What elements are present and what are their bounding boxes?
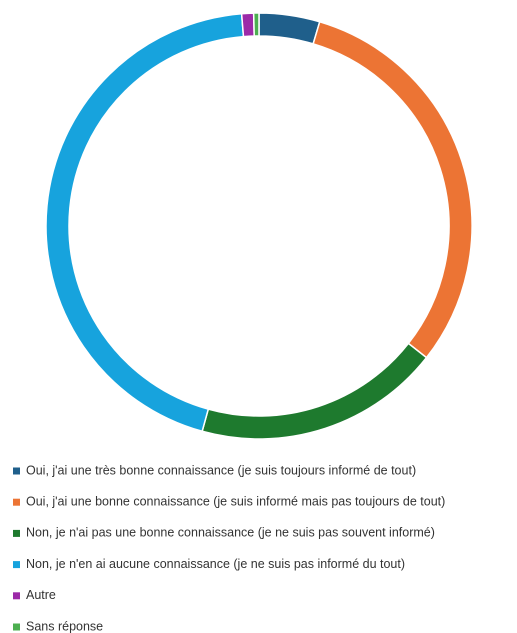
- donut-segment: [258, 12, 321, 45]
- donut-segment: [240, 12, 255, 38]
- legend-label: Sans réponse: [26, 619, 103, 633]
- donut-segment: [312, 20, 473, 359]
- donut-segment: [45, 12, 245, 433]
- donut-segment: [252, 12, 260, 37]
- donut-segment: [201, 342, 428, 440]
- legend-label: Oui, j'ai une très bonne connaissance (j…: [26, 463, 416, 477]
- legend-marker: [13, 529, 20, 537]
- legend-marker: [13, 592, 20, 600]
- legend-label: Non, je n'ai pas une bonne connaissance …: [26, 526, 435, 540]
- legend-marker: [13, 623, 20, 631]
- legend-label: Autre: [26, 588, 56, 602]
- legend-marker: [13, 467, 20, 475]
- legend-marker: [13, 561, 20, 569]
- legend-label: Oui, j'ai une bonne connaissance (je sui…: [26, 494, 445, 508]
- legend-marker: [13, 498, 20, 506]
- legend-label: Non, je n'en ai aucune connaissance (je …: [26, 557, 405, 571]
